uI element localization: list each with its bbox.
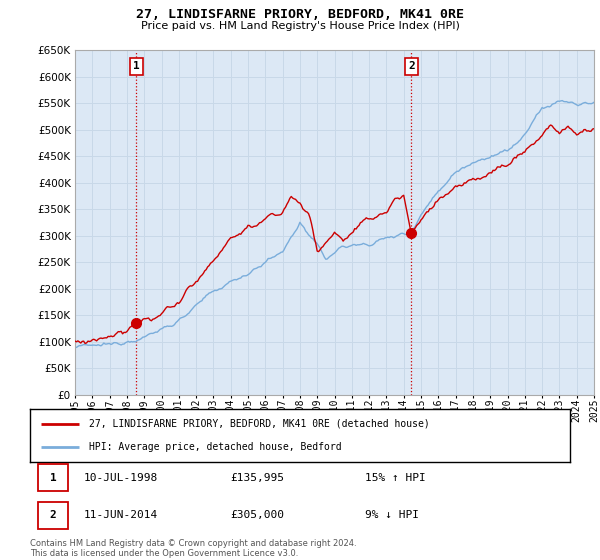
Text: HPI: Average price, detached house, Bedford: HPI: Average price, detached house, Bedf… xyxy=(89,442,342,452)
Text: Price paid vs. HM Land Registry's House Price Index (HPI): Price paid vs. HM Land Registry's House … xyxy=(140,21,460,31)
Text: 9% ↓ HPI: 9% ↓ HPI xyxy=(365,510,419,520)
FancyBboxPatch shape xyxy=(38,464,68,491)
Text: Contains HM Land Registry data © Crown copyright and database right 2024.
This d: Contains HM Land Registry data © Crown c… xyxy=(30,539,356,558)
Text: 15% ↑ HPI: 15% ↑ HPI xyxy=(365,473,425,483)
Text: 1: 1 xyxy=(50,473,56,483)
Text: 2: 2 xyxy=(50,510,56,520)
Text: 27, LINDISFARNE PRIORY, BEDFORD, MK41 0RE: 27, LINDISFARNE PRIORY, BEDFORD, MK41 0R… xyxy=(136,8,464,21)
Text: £305,000: £305,000 xyxy=(230,510,284,520)
FancyBboxPatch shape xyxy=(38,502,68,529)
Text: 27, LINDISFARNE PRIORY, BEDFORD, MK41 0RE (detached house): 27, LINDISFARNE PRIORY, BEDFORD, MK41 0R… xyxy=(89,419,430,429)
Text: 2: 2 xyxy=(408,61,415,71)
Text: 1: 1 xyxy=(133,61,140,71)
Text: 11-JUN-2014: 11-JUN-2014 xyxy=(84,510,158,520)
Text: 10-JUL-1998: 10-JUL-1998 xyxy=(84,473,158,483)
Text: £135,995: £135,995 xyxy=(230,473,284,483)
